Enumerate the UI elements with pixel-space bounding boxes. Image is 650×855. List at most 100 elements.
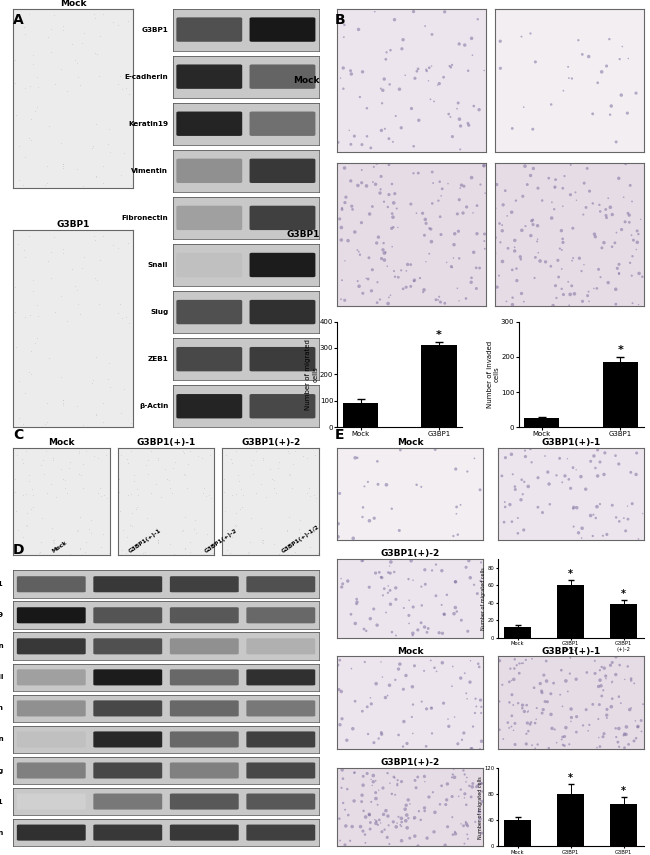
Point bbox=[340, 838, 350, 852]
Point bbox=[556, 282, 567, 296]
Point bbox=[601, 211, 612, 225]
Point bbox=[426, 59, 437, 73]
Point bbox=[437, 656, 447, 669]
Point bbox=[361, 272, 371, 286]
Point bbox=[387, 240, 397, 254]
Point bbox=[362, 700, 372, 714]
Point bbox=[532, 233, 543, 246]
Point bbox=[387, 502, 397, 516]
Point bbox=[322, 154, 333, 168]
Point bbox=[516, 286, 526, 300]
Point bbox=[555, 688, 566, 702]
Point bbox=[333, 136, 343, 150]
Point bbox=[516, 30, 526, 44]
Point bbox=[520, 444, 530, 457]
Point bbox=[364, 251, 374, 264]
Point bbox=[372, 296, 382, 310]
Point bbox=[391, 109, 401, 123]
Point bbox=[382, 830, 393, 844]
Text: Slug: Slug bbox=[0, 768, 4, 774]
Point bbox=[593, 262, 604, 276]
Point bbox=[619, 727, 630, 740]
Point bbox=[423, 622, 434, 635]
Point bbox=[356, 795, 367, 809]
Point bbox=[632, 720, 643, 734]
Point bbox=[456, 613, 467, 627]
Point bbox=[503, 241, 514, 255]
Point bbox=[410, 811, 420, 824]
Point bbox=[564, 71, 574, 85]
Point bbox=[460, 38, 470, 52]
Point bbox=[476, 776, 487, 790]
Point bbox=[417, 695, 427, 709]
Point bbox=[532, 701, 542, 715]
Point bbox=[532, 234, 542, 248]
Point bbox=[376, 169, 386, 183]
Point bbox=[490, 246, 501, 260]
Point bbox=[462, 464, 473, 478]
Point bbox=[450, 825, 460, 839]
Point bbox=[521, 727, 532, 740]
Point bbox=[449, 770, 460, 784]
Point bbox=[360, 836, 370, 850]
Point bbox=[616, 248, 626, 262]
Point bbox=[355, 90, 365, 103]
Point bbox=[185, 97, 196, 110]
Point bbox=[453, 224, 463, 238]
Point bbox=[584, 718, 595, 732]
Point bbox=[558, 199, 568, 213]
Point bbox=[357, 61, 367, 74]
Point bbox=[428, 176, 438, 190]
Title: G3BP1(+)-1: G3BP1(+)-1 bbox=[136, 438, 196, 447]
Point bbox=[586, 509, 596, 522]
Point bbox=[354, 22, 364, 36]
Point bbox=[528, 390, 538, 404]
Point bbox=[426, 235, 437, 249]
Point bbox=[205, 451, 215, 465]
Point bbox=[339, 18, 350, 32]
Point bbox=[370, 792, 381, 805]
Point bbox=[333, 658, 343, 672]
Point bbox=[606, 675, 617, 689]
Point bbox=[335, 653, 345, 667]
Point bbox=[554, 451, 565, 465]
Point bbox=[387, 135, 398, 149]
Point bbox=[498, 732, 508, 746]
Point bbox=[349, 794, 359, 808]
Point bbox=[477, 785, 488, 799]
Point bbox=[460, 666, 470, 680]
Point bbox=[361, 811, 371, 824]
Text: Snail: Snail bbox=[0, 675, 4, 681]
Point bbox=[549, 181, 560, 195]
Point bbox=[471, 261, 482, 274]
Point bbox=[450, 575, 460, 588]
FancyBboxPatch shape bbox=[170, 607, 239, 623]
Point bbox=[631, 446, 642, 460]
Point bbox=[415, 271, 425, 285]
Point bbox=[450, 227, 460, 240]
Point bbox=[336, 221, 346, 234]
Point bbox=[465, 571, 475, 585]
Bar bbox=[525, 418, 560, 428]
Point bbox=[630, 714, 641, 728]
Point bbox=[393, 810, 404, 823]
Point bbox=[347, 203, 358, 216]
Point bbox=[383, 809, 393, 823]
Point bbox=[421, 702, 432, 716]
Point bbox=[571, 463, 581, 477]
Point bbox=[400, 68, 410, 82]
Point bbox=[376, 726, 387, 740]
FancyBboxPatch shape bbox=[170, 793, 239, 810]
Point bbox=[393, 774, 403, 787]
Point bbox=[371, 814, 382, 828]
Text: *: * bbox=[618, 345, 623, 355]
Point bbox=[362, 129, 372, 143]
Point bbox=[614, 722, 624, 735]
Point bbox=[358, 778, 369, 792]
Point bbox=[387, 221, 397, 235]
Point bbox=[395, 476, 405, 490]
Point bbox=[335, 212, 345, 226]
Point bbox=[376, 655, 386, 669]
FancyBboxPatch shape bbox=[17, 793, 86, 810]
FancyBboxPatch shape bbox=[250, 253, 315, 277]
